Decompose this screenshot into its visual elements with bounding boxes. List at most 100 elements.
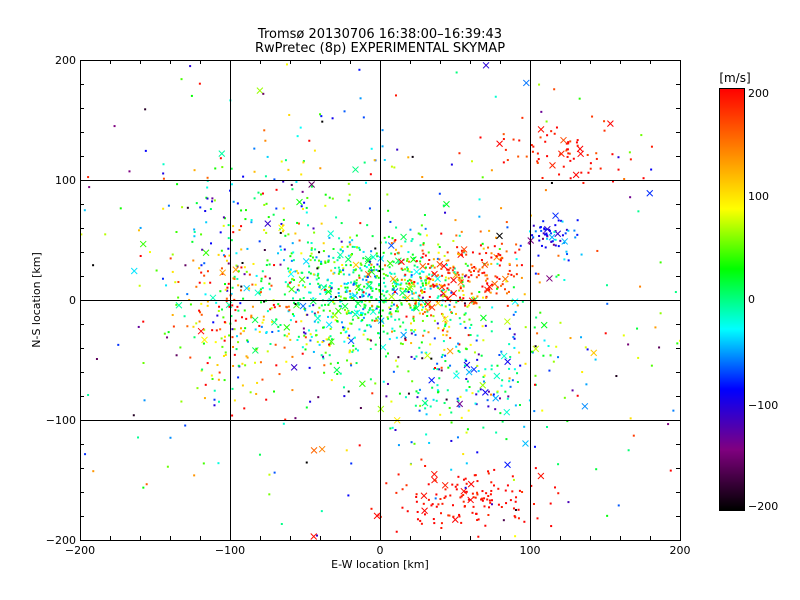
- data-point: [363, 161, 366, 164]
- data-point: [347, 312, 350, 315]
- colorbar-band: [719, 489, 744, 491]
- data-point: [473, 300, 476, 303]
- data-point: [353, 282, 356, 285]
- data-point: [394, 253, 397, 256]
- colorbar-band: [719, 333, 744, 335]
- colorbar-band: [719, 407, 744, 409]
- data-point: [296, 221, 299, 224]
- data-point: [322, 250, 325, 253]
- data-point: [401, 343, 404, 346]
- colorbar-band: [719, 209, 744, 211]
- data-point: [576, 394, 579, 397]
- data-point: [343, 395, 346, 398]
- colorbar-band: [719, 150, 744, 152]
- data-point: [396, 283, 399, 286]
- data-point: [377, 284, 380, 287]
- colorbar-band: [719, 266, 744, 268]
- data-point: [404, 294, 411, 301]
- data-point: [224, 255, 227, 258]
- data-point: [231, 336, 234, 339]
- data-point: [423, 291, 426, 294]
- data-point: [199, 311, 202, 314]
- colorbar-band: [719, 330, 744, 332]
- data-point: [467, 480, 475, 488]
- colorbar-band: [719, 487, 744, 489]
- data-point: [404, 288, 407, 291]
- data-point: [327, 315, 330, 318]
- data-point: [422, 243, 425, 246]
- data-point: [458, 277, 461, 280]
- data-point: [433, 319, 436, 322]
- colorbar-band: [719, 262, 744, 264]
- data-point: [381, 309, 384, 312]
- data-point: [351, 296, 354, 299]
- data-point: [300, 320, 303, 323]
- y-axis-label: N-S location [km]: [30, 252, 43, 348]
- colorbar-band: [719, 404, 744, 406]
- data-point: [354, 306, 357, 309]
- data-point: [514, 251, 517, 254]
- colorbar-band: [719, 500, 744, 502]
- data-point: [361, 312, 364, 315]
- data-point: [247, 287, 250, 290]
- data-point: [180, 400, 183, 403]
- colorbar-band: [719, 289, 744, 291]
- data-point: [235, 252, 238, 255]
- data-point: [368, 300, 371, 303]
- data-point: [377, 332, 380, 335]
- data-point: [462, 478, 465, 481]
- data-point: [352, 269, 355, 272]
- data-point: [253, 147, 256, 150]
- colorbar-band: [719, 171, 744, 173]
- data-point: [420, 224, 423, 227]
- data-point: [435, 399, 438, 402]
- data-point: [317, 282, 320, 285]
- data-point: [490, 481, 493, 484]
- data-point: [460, 416, 463, 419]
- data-point: [205, 221, 208, 224]
- data-point: [369, 307, 372, 310]
- data-point: [453, 372, 460, 380]
- data-point: [659, 312, 662, 315]
- data-point: [292, 297, 295, 300]
- data-point: [576, 233, 579, 236]
- data-point: [334, 266, 337, 269]
- data-point: [225, 301, 233, 309]
- data-point: [304, 348, 307, 351]
- data-point: [363, 303, 366, 306]
- data-point: [167, 204, 170, 207]
- colorbar-band: [719, 389, 744, 391]
- data-point: [410, 332, 413, 335]
- data-point: [523, 520, 526, 523]
- colorbar-band: [719, 392, 744, 394]
- data-point: [462, 500, 465, 503]
- data-point: [572, 157, 575, 160]
- data-point: [332, 247, 335, 250]
- data-point: [515, 243, 518, 246]
- colorbar-band: [719, 135, 744, 137]
- data-point: [554, 486, 557, 489]
- data-point: [347, 494, 350, 497]
- data-point: [553, 88, 556, 91]
- data-point: [589, 162, 592, 165]
- data-point: [460, 495, 463, 498]
- data-point: [355, 291, 358, 294]
- data-point: [240, 248, 243, 251]
- data-point: [264, 220, 272, 227]
- data-point: [446, 268, 449, 271]
- colorbar-band: [719, 174, 744, 176]
- data-point: [384, 300, 387, 303]
- data-point: [551, 240, 554, 243]
- colorbar-band: [719, 222, 744, 224]
- data-point: [340, 321, 343, 324]
- data-point: [230, 239, 233, 242]
- colorbar-band: [719, 501, 744, 503]
- data-point: [368, 263, 371, 266]
- data-point: [521, 116, 524, 119]
- data-point: [407, 370, 410, 373]
- data-point: [336, 361, 339, 364]
- colorbar-band: [719, 208, 744, 210]
- data-point: [420, 341, 423, 344]
- data-point: [343, 282, 346, 285]
